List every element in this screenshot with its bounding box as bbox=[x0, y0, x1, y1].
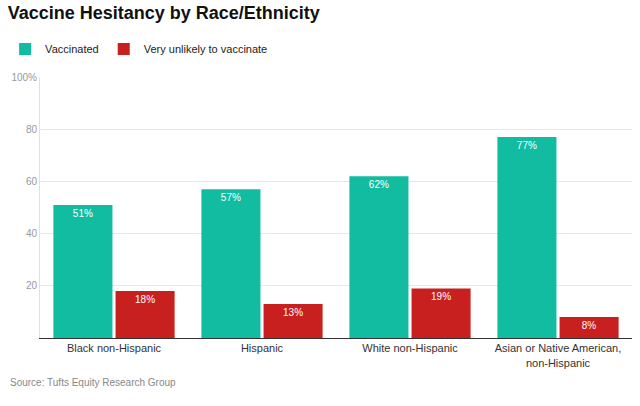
svg-text:51%: 51% bbox=[73, 208, 93, 219]
svg-text:57%: 57% bbox=[221, 192, 241, 203]
svg-text:40: 40 bbox=[26, 228, 38, 239]
svg-text:60: 60 bbox=[26, 176, 38, 187]
svg-text:77%: 77% bbox=[517, 140, 537, 151]
svg-text:8%: 8% bbox=[582, 320, 597, 331]
svg-text:100%: 100% bbox=[11, 72, 37, 83]
svg-text:Hispanic: Hispanic bbox=[241, 342, 284, 354]
svg-text:White non-Hispanic: White non-Hispanic bbox=[362, 342, 458, 354]
svg-text:18%: 18% bbox=[135, 294, 155, 305]
svg-text:19%: 19% bbox=[431, 291, 451, 302]
svg-text:Vaccine Hesitancy by Race/Ethn: Vaccine Hesitancy by Race/Ethnicity bbox=[8, 3, 320, 23]
svg-text:Black non-Hispanic: Black non-Hispanic bbox=[67, 342, 162, 354]
svg-text:Vaccinated: Vaccinated bbox=[45, 43, 99, 55]
svg-text:Source: Tufts Equity Research: Source: Tufts Equity Research Group bbox=[10, 377, 176, 388]
svg-text:Asian or Native American,non-H: Asian or Native American,non-Hispanic bbox=[495, 342, 622, 368]
svg-text:Very unlikely to vaccinate: Very unlikely to vaccinate bbox=[144, 43, 268, 55]
svg-text:13%: 13% bbox=[283, 307, 303, 318]
svg-text:20: 20 bbox=[26, 280, 38, 291]
svg-text:62%: 62% bbox=[369, 179, 389, 190]
svg-text:80: 80 bbox=[26, 124, 38, 135]
